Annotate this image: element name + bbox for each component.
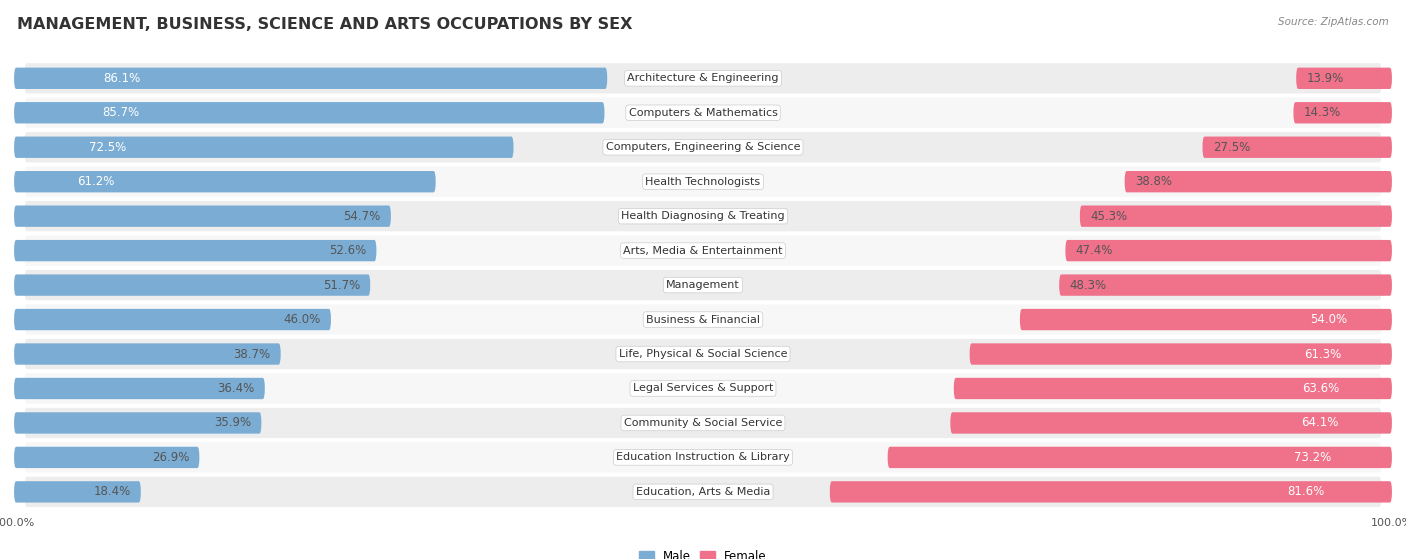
Text: Community & Social Service: Community & Social Service — [624, 418, 782, 428]
FancyBboxPatch shape — [14, 171, 436, 192]
FancyBboxPatch shape — [14, 309, 330, 330]
Text: 38.8%: 38.8% — [1135, 175, 1173, 188]
Legend: Male, Female: Male, Female — [634, 546, 772, 559]
Text: Business & Financial: Business & Financial — [645, 315, 761, 325]
FancyBboxPatch shape — [1125, 171, 1392, 192]
Text: 73.2%: 73.2% — [1294, 451, 1331, 464]
FancyBboxPatch shape — [14, 206, 391, 227]
Text: 13.9%: 13.9% — [1306, 72, 1344, 85]
FancyBboxPatch shape — [887, 447, 1392, 468]
FancyBboxPatch shape — [24, 305, 1382, 335]
Text: Arts, Media & Entertainment: Arts, Media & Entertainment — [623, 245, 783, 255]
FancyBboxPatch shape — [24, 235, 1382, 266]
Text: 85.7%: 85.7% — [103, 106, 139, 119]
Text: 54.7%: 54.7% — [343, 210, 381, 222]
Text: MANAGEMENT, BUSINESS, SCIENCE AND ARTS OCCUPATIONS BY SEX: MANAGEMENT, BUSINESS, SCIENCE AND ARTS O… — [17, 17, 633, 32]
Text: Management: Management — [666, 280, 740, 290]
Text: 61.2%: 61.2% — [77, 175, 115, 188]
Text: Life, Physical & Social Science: Life, Physical & Social Science — [619, 349, 787, 359]
Text: 45.3%: 45.3% — [1090, 210, 1128, 222]
FancyBboxPatch shape — [14, 274, 370, 296]
FancyBboxPatch shape — [14, 343, 281, 364]
Text: Education, Arts & Media: Education, Arts & Media — [636, 487, 770, 497]
FancyBboxPatch shape — [14, 68, 607, 89]
Text: 36.4%: 36.4% — [218, 382, 254, 395]
FancyBboxPatch shape — [14, 240, 377, 261]
Text: 64.1%: 64.1% — [1302, 416, 1339, 429]
FancyBboxPatch shape — [830, 481, 1392, 503]
FancyBboxPatch shape — [24, 339, 1382, 369]
Text: 27.5%: 27.5% — [1213, 141, 1250, 154]
Text: 35.9%: 35.9% — [214, 416, 252, 429]
FancyBboxPatch shape — [1059, 274, 1392, 296]
Text: 54.0%: 54.0% — [1310, 313, 1347, 326]
Text: 14.3%: 14.3% — [1303, 106, 1341, 119]
Text: Health Diagnosing & Treating: Health Diagnosing & Treating — [621, 211, 785, 221]
FancyBboxPatch shape — [24, 442, 1382, 472]
Text: 81.6%: 81.6% — [1288, 485, 1324, 499]
Text: Legal Services & Support: Legal Services & Support — [633, 383, 773, 394]
Text: 72.5%: 72.5% — [89, 141, 127, 154]
FancyBboxPatch shape — [1080, 206, 1392, 227]
Text: 46.0%: 46.0% — [284, 313, 321, 326]
Text: 63.6%: 63.6% — [1302, 382, 1340, 395]
Text: Source: ZipAtlas.com: Source: ZipAtlas.com — [1278, 17, 1389, 27]
Text: Health Technologists: Health Technologists — [645, 177, 761, 187]
Text: Computers, Engineering & Science: Computers, Engineering & Science — [606, 142, 800, 152]
FancyBboxPatch shape — [953, 378, 1392, 399]
FancyBboxPatch shape — [24, 63, 1382, 93]
Text: Education Instruction & Library: Education Instruction & Library — [616, 452, 790, 462]
FancyBboxPatch shape — [950, 413, 1392, 434]
Text: 47.4%: 47.4% — [1076, 244, 1114, 257]
Text: Computers & Mathematics: Computers & Mathematics — [628, 108, 778, 118]
FancyBboxPatch shape — [1296, 68, 1392, 89]
FancyBboxPatch shape — [14, 447, 200, 468]
Text: 18.4%: 18.4% — [93, 485, 131, 499]
FancyBboxPatch shape — [24, 167, 1382, 197]
FancyBboxPatch shape — [14, 378, 264, 399]
FancyBboxPatch shape — [24, 373, 1382, 404]
Text: 61.3%: 61.3% — [1303, 348, 1341, 361]
Text: Architecture & Engineering: Architecture & Engineering — [627, 73, 779, 83]
FancyBboxPatch shape — [24, 270, 1382, 300]
FancyBboxPatch shape — [24, 408, 1382, 438]
FancyBboxPatch shape — [24, 477, 1382, 507]
Text: 48.3%: 48.3% — [1070, 278, 1107, 292]
FancyBboxPatch shape — [1066, 240, 1392, 261]
FancyBboxPatch shape — [14, 136, 513, 158]
Text: 51.7%: 51.7% — [322, 278, 360, 292]
FancyBboxPatch shape — [24, 98, 1382, 128]
FancyBboxPatch shape — [1202, 136, 1392, 158]
FancyBboxPatch shape — [1294, 102, 1392, 124]
Text: 52.6%: 52.6% — [329, 244, 366, 257]
FancyBboxPatch shape — [970, 343, 1392, 364]
FancyBboxPatch shape — [14, 102, 605, 124]
FancyBboxPatch shape — [24, 201, 1382, 231]
Text: 86.1%: 86.1% — [103, 72, 141, 85]
FancyBboxPatch shape — [14, 481, 141, 503]
FancyBboxPatch shape — [1019, 309, 1392, 330]
Text: 38.7%: 38.7% — [233, 348, 270, 361]
FancyBboxPatch shape — [24, 132, 1382, 163]
Text: 26.9%: 26.9% — [152, 451, 188, 464]
FancyBboxPatch shape — [14, 413, 262, 434]
